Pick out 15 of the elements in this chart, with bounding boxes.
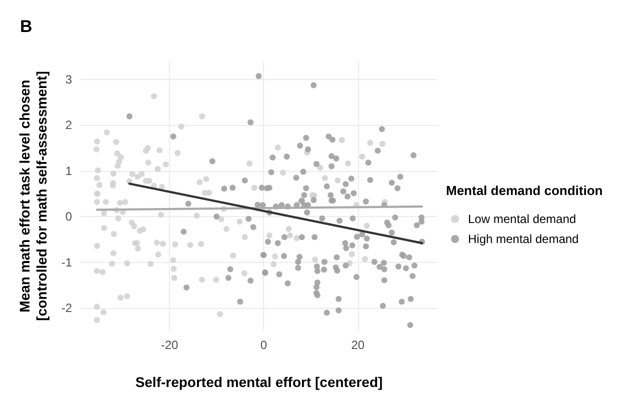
y-tick-label: 3 — [65, 72, 72, 86]
text: B — [20, 17, 32, 36]
x-tick-label: 20 — [351, 338, 365, 352]
x-tick-label: -20 — [160, 338, 178, 352]
y-tick-label: 1 — [65, 164, 72, 178]
x-axis-title: Self-reported mental effort [centered] — [135, 374, 383, 390]
legend-title: Mental demand condition — [446, 183, 603, 198]
y-tick-label: -1 — [61, 255, 72, 270]
x-tick-label: 0 — [260, 338, 268, 352]
y-tick-label: 0 — [65, 210, 72, 224]
y-tick-label: -2 — [61, 301, 72, 316]
legend-label: High mental demand — [468, 232, 579, 246]
legend-label: Low mental demand — [468, 212, 576, 226]
y-tick-label: 2 — [65, 118, 72, 132]
y-axis-title: Mean math effort task level chosen [controlled for math self-assessment] — [16, 71, 50, 321]
